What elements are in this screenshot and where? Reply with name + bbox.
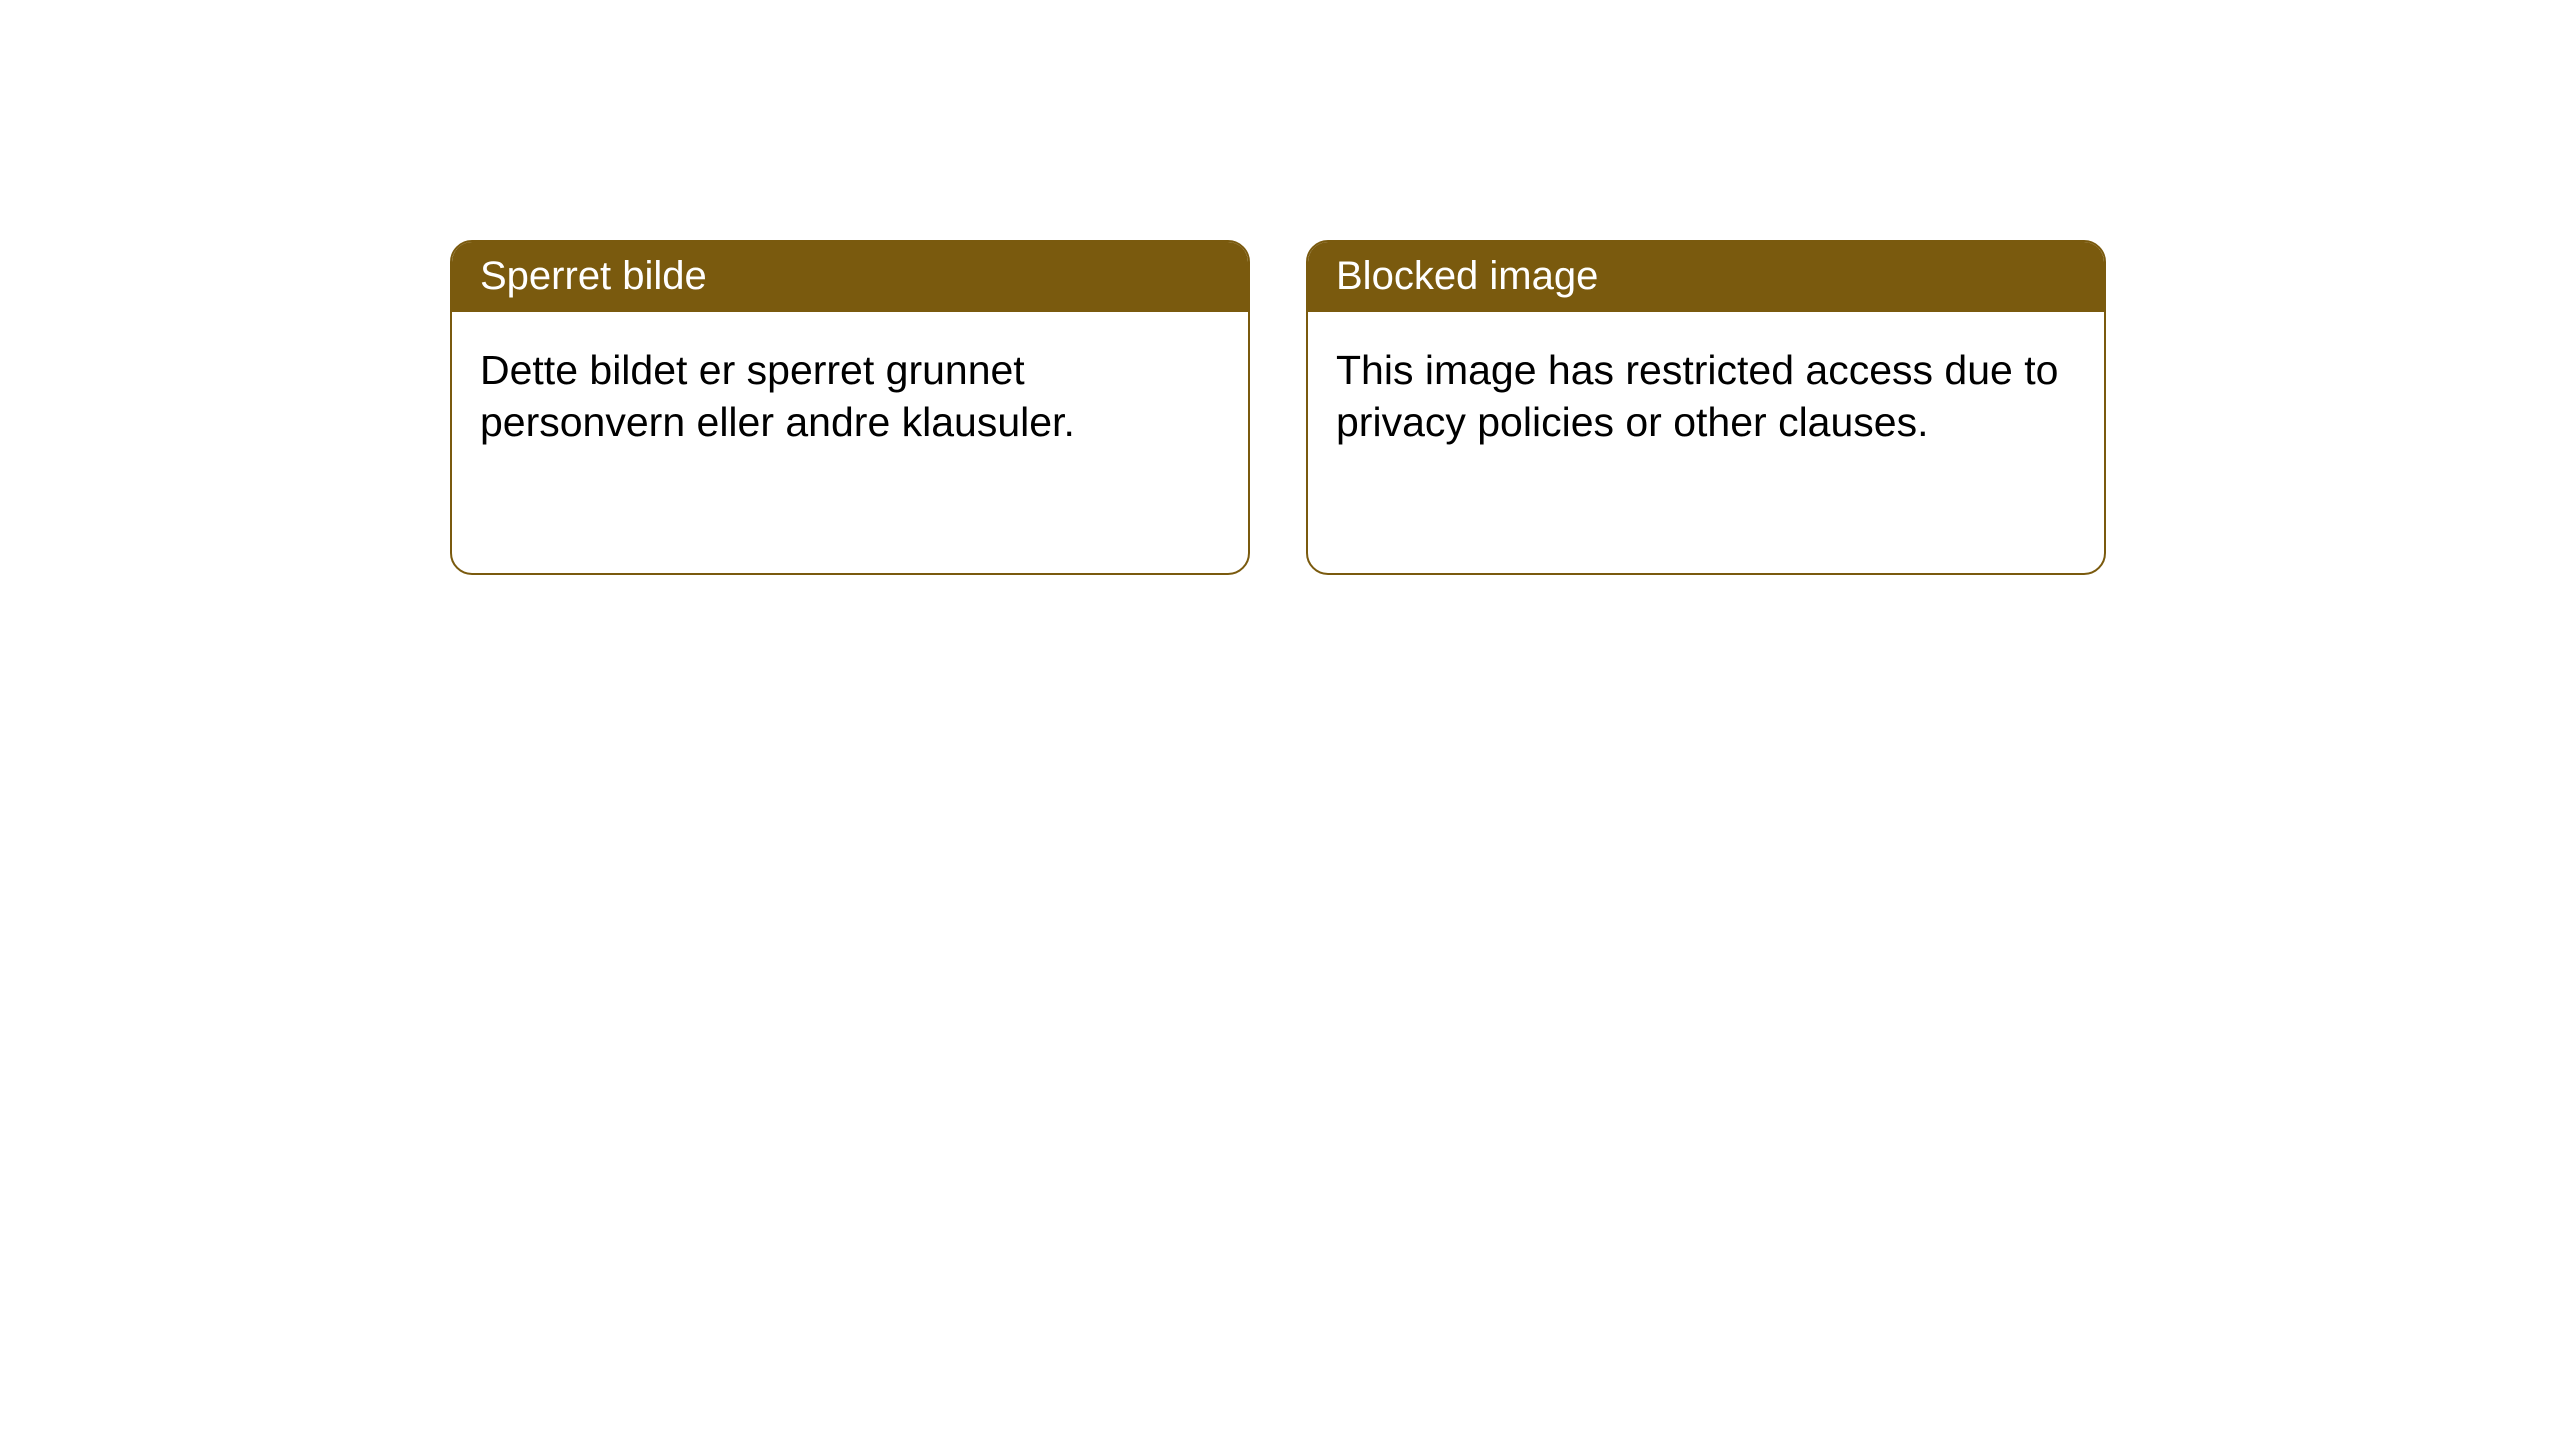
notice-card-norwegian: Sperret bilde Dette bildet er sperret gr… <box>450 240 1250 575</box>
notice-title-english: Blocked image <box>1308 242 2104 312</box>
notice-body-norwegian: Dette bildet er sperret grunnet personve… <box>452 312 1248 481</box>
notice-container: Sperret bilde Dette bildet er sperret gr… <box>450 240 2106 575</box>
notice-title-norwegian: Sperret bilde <box>452 242 1248 312</box>
notice-card-english: Blocked image This image has restricted … <box>1306 240 2106 575</box>
notice-body-english: This image has restricted access due to … <box>1308 312 2104 481</box>
